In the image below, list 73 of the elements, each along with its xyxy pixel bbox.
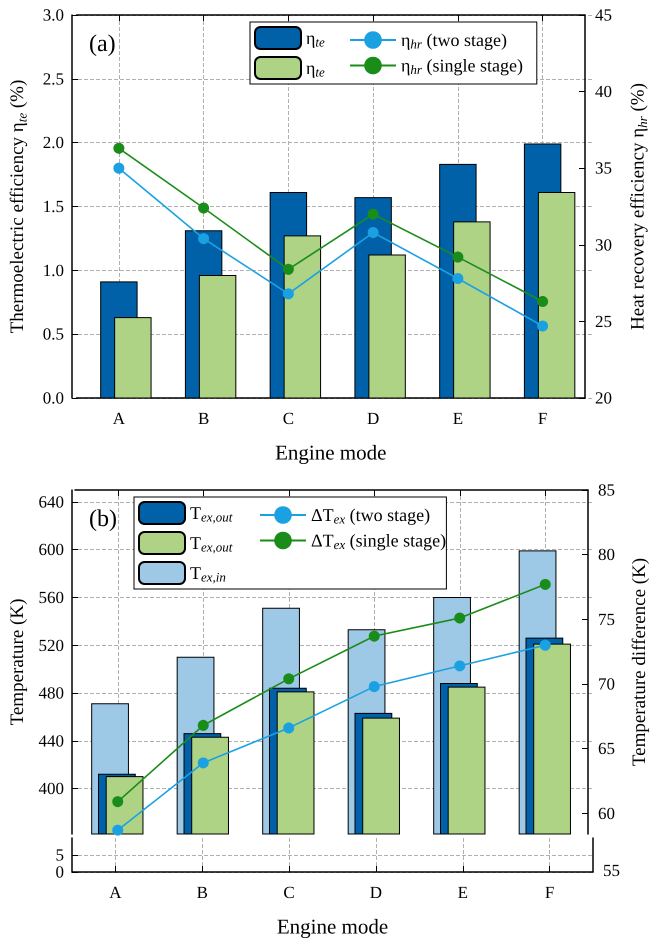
y-tick-label: 3.0 [42,6,64,24]
y2-tick-label: 40 [595,82,612,102]
point [368,630,380,642]
x-tick-label: D [370,883,382,902]
point [540,578,551,590]
point [368,208,379,220]
point [540,640,551,651]
y-tick-label: 560 [38,588,64,607]
y2-tick-label: 35 [595,158,612,178]
point [198,202,210,214]
y-axis-title: Temperature (K) [7,598,28,726]
point [368,681,380,692]
y-tick-label: 0 [56,862,64,882]
x-tick-label: C [283,883,295,902]
y-tick-label: 2.5 [42,69,64,88]
point [198,757,209,768]
point [112,796,124,808]
point [113,142,124,154]
y-tick-label: 0.0 [42,388,64,408]
x-tick-label: F [538,409,548,428]
y2-tick-label: 75 [598,610,615,629]
y2-tick-label: 20 [595,388,612,408]
point [198,233,210,244]
point [452,252,464,263]
y-tick-label: 0.5 [42,324,64,344]
y-tick-label: 1.5 [42,197,64,216]
x-tick-label: D [366,409,380,428]
text: (b) [89,506,117,532]
y-tick-label: 400 [38,779,64,798]
y-axis-title: Thermoelectric efficiency ηte (%) [7,80,30,334]
y2-axis-title: Heat recovery efficiency ηhr (%) [628,83,650,330]
y2-tick-label: 60 [598,804,615,823]
point [112,824,124,836]
text: 55 [603,861,620,880]
point [283,673,294,684]
text: (a) [89,31,116,57]
x-axis-title: Engine mode [276,914,388,938]
point [537,296,548,307]
x-tick-label: A [112,409,126,428]
y-tick-label: 480 [38,684,64,703]
y2-tick-label: 70 [598,674,615,694]
point [282,264,294,275]
point [537,320,548,332]
y-tick-label: 640 [38,492,64,512]
y2-tick-label: 80 [598,545,615,564]
point [368,227,379,238]
y-tick-label: 2.0 [42,133,64,152]
y2-tick-label: 45 [595,6,612,24]
y2-tick-label: 30 [595,235,612,254]
y2-axis-title: Temperature difference (K) [629,558,650,766]
x-tick-label: C [282,409,294,428]
y2-tick-label: 65 [598,739,615,758]
x-tick-label: A [109,883,122,902]
x-tick-label: F [544,883,554,902]
point [452,273,464,284]
x-axis-title: Engine mode [275,440,386,464]
point [282,288,294,300]
y-tick-label: 600 [38,540,64,560]
y-tick-label: 1.0 [42,260,64,280]
point [113,162,124,174]
point [454,660,466,672]
y-tick-label: 5 [56,846,64,864]
y2-tick-label: 85 [598,480,615,500]
point [198,720,209,731]
y-tick-label: 520 [38,636,64,655]
x-tick-label: B [198,409,210,428]
y2-tick-label: 25 [595,312,612,331]
x-tick-label: B [196,883,208,902]
x-tick-label: E [452,409,464,428]
y-tick-label: 440 [38,731,64,750]
point [454,612,466,624]
x-tick-label: E [458,883,468,902]
point [283,722,294,734]
